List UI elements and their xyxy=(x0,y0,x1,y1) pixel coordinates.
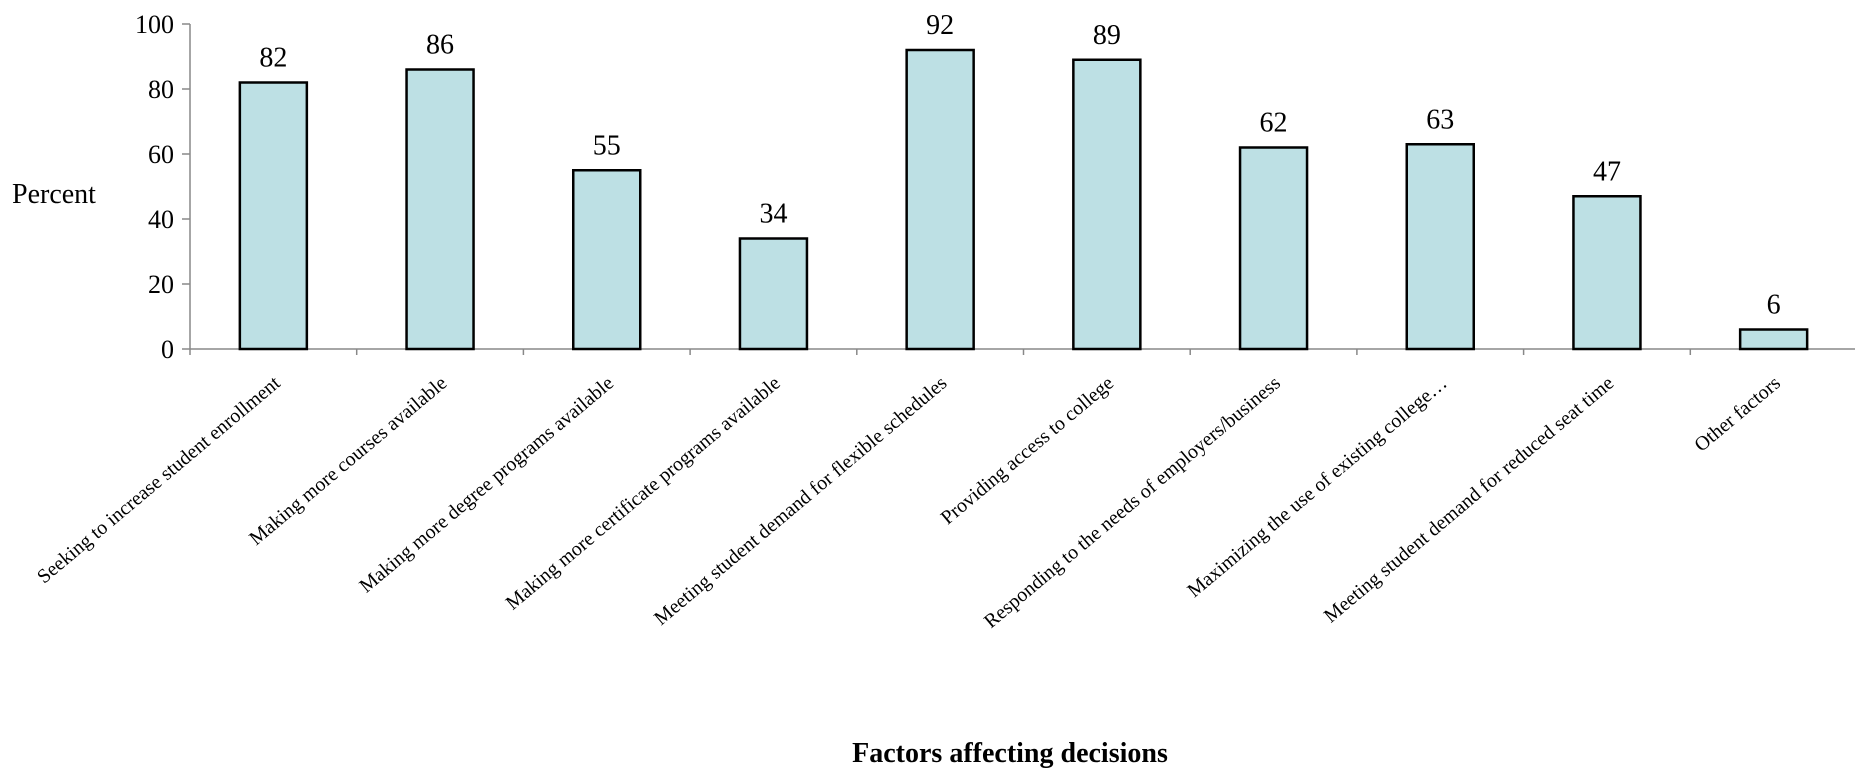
data-label: 6 xyxy=(1767,290,1781,321)
data-label: 82 xyxy=(259,43,287,74)
x-tick-label: Meeting student demand for reduced seat … xyxy=(1320,372,1618,627)
y-tick-label: 20 xyxy=(148,270,174,299)
bars xyxy=(238,48,1809,351)
category-labels: Seeking to increase student enrollmentMa… xyxy=(33,372,1785,633)
x-axis-title: Factors affecting decisions xyxy=(852,738,1168,768)
data-label: 92 xyxy=(926,10,954,41)
y-axis: 0 20 40 60 80 100 xyxy=(135,10,191,364)
data-label: 55 xyxy=(593,130,621,161)
x-tick-label: Making more certificate programs availab… xyxy=(502,372,785,615)
value-labels: 82 86 55 34 92 89 62 63 47 6 xyxy=(259,10,1780,321)
y-tick-label: 60 xyxy=(148,140,174,169)
x-tick-label: Other factors xyxy=(1690,372,1785,456)
data-label: 63 xyxy=(1426,104,1454,135)
y-tick-label: 40 xyxy=(148,205,174,234)
data-label: 62 xyxy=(1260,108,1288,139)
x-tick-label: Making more courses available xyxy=(245,372,451,550)
y-tick-label: 80 xyxy=(148,75,174,104)
x-tick-label: Responding to the needs of employers/bus… xyxy=(980,372,1285,633)
x-tick-label: Seeking to increase student enrollment xyxy=(33,372,285,588)
bar xyxy=(238,81,309,351)
bar xyxy=(572,169,642,351)
y-tick-label: 0 xyxy=(161,335,174,364)
data-label: 89 xyxy=(1093,20,1121,51)
x-tick-label: Meeting student demand for flexible sche… xyxy=(650,372,951,630)
bar xyxy=(1572,195,1642,351)
x-tick-label: Providing access to college xyxy=(937,372,1118,529)
data-label: 86 xyxy=(426,30,454,61)
x-tick-label: Maximizing the use of existing college… xyxy=(1183,372,1451,602)
y-tick-label: 100 xyxy=(135,10,174,39)
bar xyxy=(1238,146,1309,351)
bar xyxy=(1072,58,1142,351)
y-axis-title: Percent xyxy=(12,179,96,210)
bar xyxy=(738,237,809,351)
bar xyxy=(405,68,475,351)
x-tick-label: Making more degree programs available xyxy=(355,372,618,597)
bar xyxy=(1405,143,1475,351)
bar xyxy=(1738,328,1809,351)
data-label: 47 xyxy=(1593,156,1621,187)
bar xyxy=(905,48,975,351)
data-label: 34 xyxy=(759,199,787,230)
